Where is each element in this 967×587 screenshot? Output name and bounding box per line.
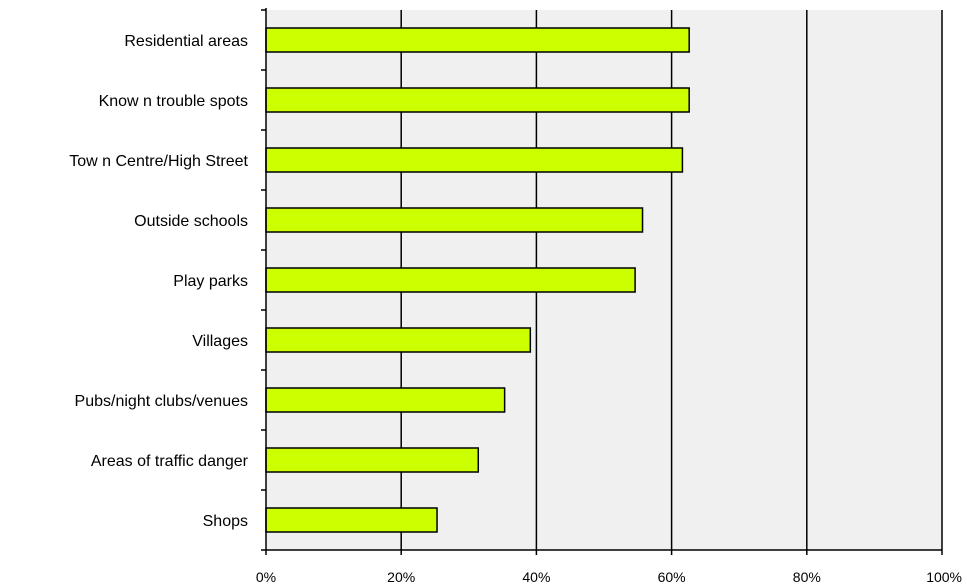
bar — [265, 87, 690, 113]
bar — [265, 447, 480, 473]
bar — [265, 147, 684, 173]
x-tick-label: 40% — [522, 569, 550, 585]
bar — [265, 327, 532, 353]
category-labels: Residential areas Know n trouble spots Tow… — [69, 33, 248, 530]
axes — [261, 8, 943, 555]
category-label: Villages — [192, 333, 248, 350]
x-tick-label: 60% — [658, 569, 686, 585]
category-label: Pubs/night clubs/venues — [75, 393, 248, 410]
bar — [265, 507, 438, 533]
bar — [265, 267, 636, 293]
category-label: Areas of traffic danger — [91, 453, 249, 470]
category-label: Outside schools — [134, 213, 248, 230]
category-label: Shops — [203, 513, 248, 530]
bar — [265, 387, 506, 413]
tick-labels: 0% 20% 40% 60% 80% 100% — [256, 569, 962, 585]
x-tick-label: 20% — [387, 569, 415, 585]
x-tick-label: 0% — [256, 569, 276, 585]
bar — [265, 207, 644, 233]
category-label: Residential areas — [124, 33, 248, 50]
x-tick-label: 100% — [926, 569, 962, 585]
bar — [265, 27, 690, 53]
category-label: Play parks — [173, 273, 248, 290]
category-label: Know n trouble spots — [99, 93, 248, 110]
category-label: Tow n Centre/High Street — [69, 153, 248, 170]
bars — [265, 27, 690, 533]
x-tick-label: 80% — [793, 569, 821, 585]
